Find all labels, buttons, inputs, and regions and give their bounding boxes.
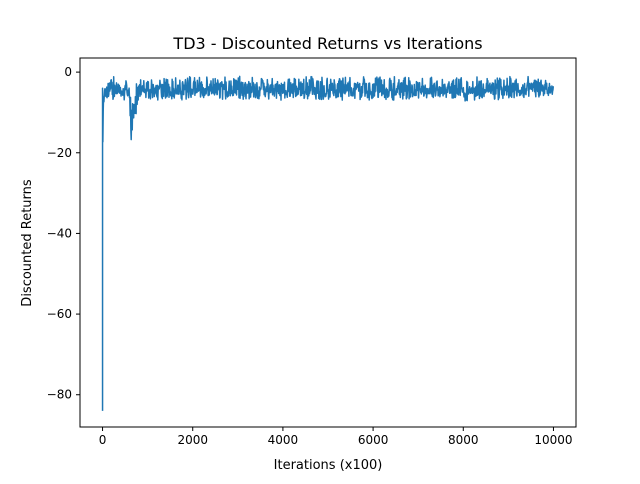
x-tick-label: 4000 (268, 433, 299, 447)
y-tick-label: −80 (47, 388, 72, 402)
x-tick-label: 10000 (534, 433, 572, 447)
chart-title: TD3 - Discounted Returns vs Iterations (172, 34, 482, 53)
y-tick-label: −60 (47, 307, 72, 321)
plot-frame (79, 57, 577, 428)
x-tick-label: 8000 (448, 433, 479, 447)
y-axis-label: Discounted Returns (20, 179, 35, 307)
y-axis: 0 −20 −40 −60 −80 (47, 65, 80, 402)
x-axis: 0 2000 4000 6000 8000 10000 (99, 427, 573, 447)
series-line (101, 75, 555, 411)
x-axis-label: Iterations (x100) (274, 458, 383, 473)
x-tick-label: 6000 (358, 433, 389, 447)
y-tick-label: −40 (47, 226, 72, 240)
y-tick-label: −20 (47, 146, 72, 160)
x-tick-label: 0 (99, 433, 107, 447)
x-tick-label: 2000 (177, 433, 208, 447)
y-tick-label: 0 (64, 65, 72, 79)
series-layer (101, 75, 555, 411)
